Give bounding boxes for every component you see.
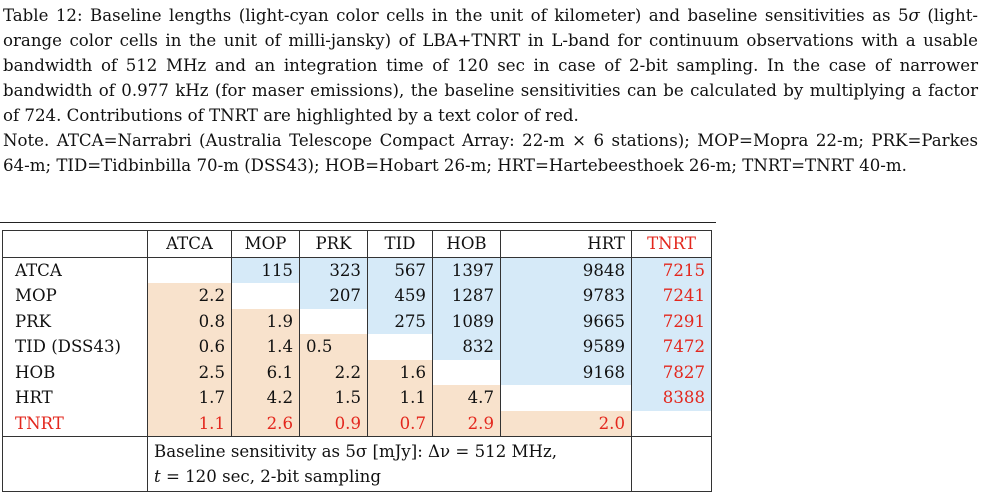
row-label-tid: TID (DSS43) [2, 334, 148, 360]
table-row: TID (DSS43) 0.6 1.4 0.5 832 9589 7472 [2, 334, 712, 360]
cell-tnrt-hrt: 2.0 [500, 410, 632, 437]
caption-note: Note. ATCA=Narrabri (Australia Telescope… [3, 131, 978, 175]
cell-hrt-tid: 1.1 [367, 385, 433, 411]
cell-hob-tnrt: 7827 [631, 359, 712, 385]
table-top-rule [0, 222, 716, 223]
row-label-tnrt: TNRT [2, 410, 148, 437]
footnote-empty-cell-right [631, 436, 712, 492]
col-header-prk: PRK [299, 230, 368, 258]
col-header-hrt: HRT [500, 230, 632, 258]
cell-tnrt-mop: 2.6 [231, 410, 300, 437]
cell-tid-hrt: 9589 [500, 334, 632, 360]
cell-hob-hrt: 9168 [500, 359, 632, 385]
cell-prk-tnrt: 7291 [631, 308, 712, 334]
cell-hrt-mop: 4.2 [231, 385, 300, 411]
cell-prk-prk [299, 308, 368, 334]
cell-hrt-hrt [500, 385, 632, 411]
cell-tnrt-hob: 2.9 [432, 410, 501, 437]
table-row: TNRT 1.1 2.6 0.9 0.7 2.9 2.0 [2, 410, 712, 437]
col-header-atca: ATCA [147, 230, 232, 258]
row-label-atca: ATCA [2, 257, 148, 283]
cell-mop-tid: 459 [367, 283, 433, 309]
caption-label: Table 12: [3, 6, 83, 25]
cell-atca-atca [147, 257, 232, 283]
caption-text-2: (light-orange color cells in the unit of… [3, 6, 978, 125]
cell-hob-atca: 2.5 [147, 359, 232, 385]
row-label-prk: PRK [2, 308, 148, 334]
row-label-hrt: HRT [2, 385, 148, 411]
cell-atca-hob: 1397 [432, 257, 501, 283]
cell-mop-hob: 1287 [432, 283, 501, 309]
table-caption: Table 12: Baseline lengths (light-cyan c… [3, 3, 978, 178]
cell-hrt-atca: 1.7 [147, 385, 232, 411]
table-row: HRT 1.7 4.2 1.5 1.1 4.7 8388 [2, 385, 712, 411]
header-corner [2, 230, 148, 258]
cell-mop-atca: 2.2 [147, 283, 232, 309]
col-header-mop: MOP [231, 230, 300, 258]
cell-atca-mop: 115 [231, 257, 300, 283]
col-header-tid: TID [367, 230, 433, 258]
cell-mop-hrt: 9783 [500, 283, 632, 309]
cell-hob-mop: 6.1 [231, 359, 300, 385]
cell-tid-prk: 0.5 [299, 334, 368, 360]
cell-tid-mop: 1.4 [231, 334, 300, 360]
cell-tnrt-prk: 0.9 [299, 410, 368, 437]
cell-prk-tid: 275 [367, 308, 433, 334]
cell-hrt-prk: 1.5 [299, 385, 368, 411]
table-footnote-row: Baseline sensitivity as 5σ [mJy]: Δν = 5… [2, 436, 712, 492]
cell-mop-tnrt: 7241 [631, 283, 712, 309]
cell-hrt-tnrt: 8388 [631, 385, 712, 411]
table-header-row: ATCA MOP PRK TID HOB HRT TNRT [2, 230, 712, 258]
cell-tid-tnrt: 7472 [631, 334, 712, 360]
row-label-mop: MOP [2, 283, 148, 309]
cell-mop-prk: 207 [299, 283, 368, 309]
col-header-hob: HOB [432, 230, 501, 258]
caption-paragraph: Table 12: Baseline lengths (light-cyan c… [3, 3, 978, 128]
cell-tid-atca: 0.6 [147, 334, 232, 360]
table-row: HOB 2.5 6.1 2.2 1.6 9168 7827 [2, 359, 712, 385]
cell-mop-mop [231, 283, 300, 309]
cell-tnrt-tnrt [631, 410, 712, 437]
cell-hrt-hob: 4.7 [432, 385, 501, 411]
cell-tid-tid [367, 334, 433, 360]
cell-prk-hob: 1089 [432, 308, 501, 334]
footnote-line-2-text: = 120 sec, 2-bit sampling [160, 467, 381, 486]
cell-atca-hrt: 9848 [500, 257, 632, 283]
cell-hob-tid: 1.6 [367, 359, 433, 385]
baseline-table: ATCA MOP PRK TID HOB HRT TNRT ATCA 115 3… [2, 230, 712, 492]
cell-tid-hob: 832 [432, 334, 501, 360]
cell-atca-tid: 567 [367, 257, 433, 283]
footnote-t-symbol: t [154, 467, 161, 486]
cell-atca-prk: 323 [299, 257, 368, 283]
table-footnote: Baseline sensitivity as 5σ [mJy]: Δν = 5… [147, 436, 632, 492]
cell-atca-tnrt: 7215 [631, 257, 712, 283]
cell-hob-prk: 2.2 [299, 359, 368, 385]
cell-prk-mop: 1.9 [231, 308, 300, 334]
table-row: MOP 2.2 207 459 1287 9783 7241 [2, 283, 712, 309]
row-label-hob: HOB [2, 359, 148, 385]
cell-tnrt-atca: 1.1 [147, 410, 232, 437]
cell-tnrt-tid: 0.7 [367, 410, 433, 437]
table-row: ATCA 115 323 567 1397 9848 7215 [2, 257, 712, 283]
footnote-empty-cell [2, 436, 148, 492]
cell-hob-hob [432, 359, 501, 385]
footnote-line-2: t = 120 sec, 2-bit sampling [154, 464, 625, 489]
footnote-line-1: Baseline sensitivity as 5σ [mJy]: Δν = 5… [154, 442, 558, 461]
cell-prk-hrt: 9665 [500, 308, 632, 334]
table-row: PRK 0.8 1.9 275 1089 9665 7291 [2, 308, 712, 334]
cell-prk-atca: 0.8 [147, 308, 232, 334]
col-header-tnrt: TNRT [631, 230, 712, 258]
caption-sigma: σ [908, 6, 920, 25]
caption-text-1: Baseline lengths (light-cyan color cells… [82, 6, 909, 25]
